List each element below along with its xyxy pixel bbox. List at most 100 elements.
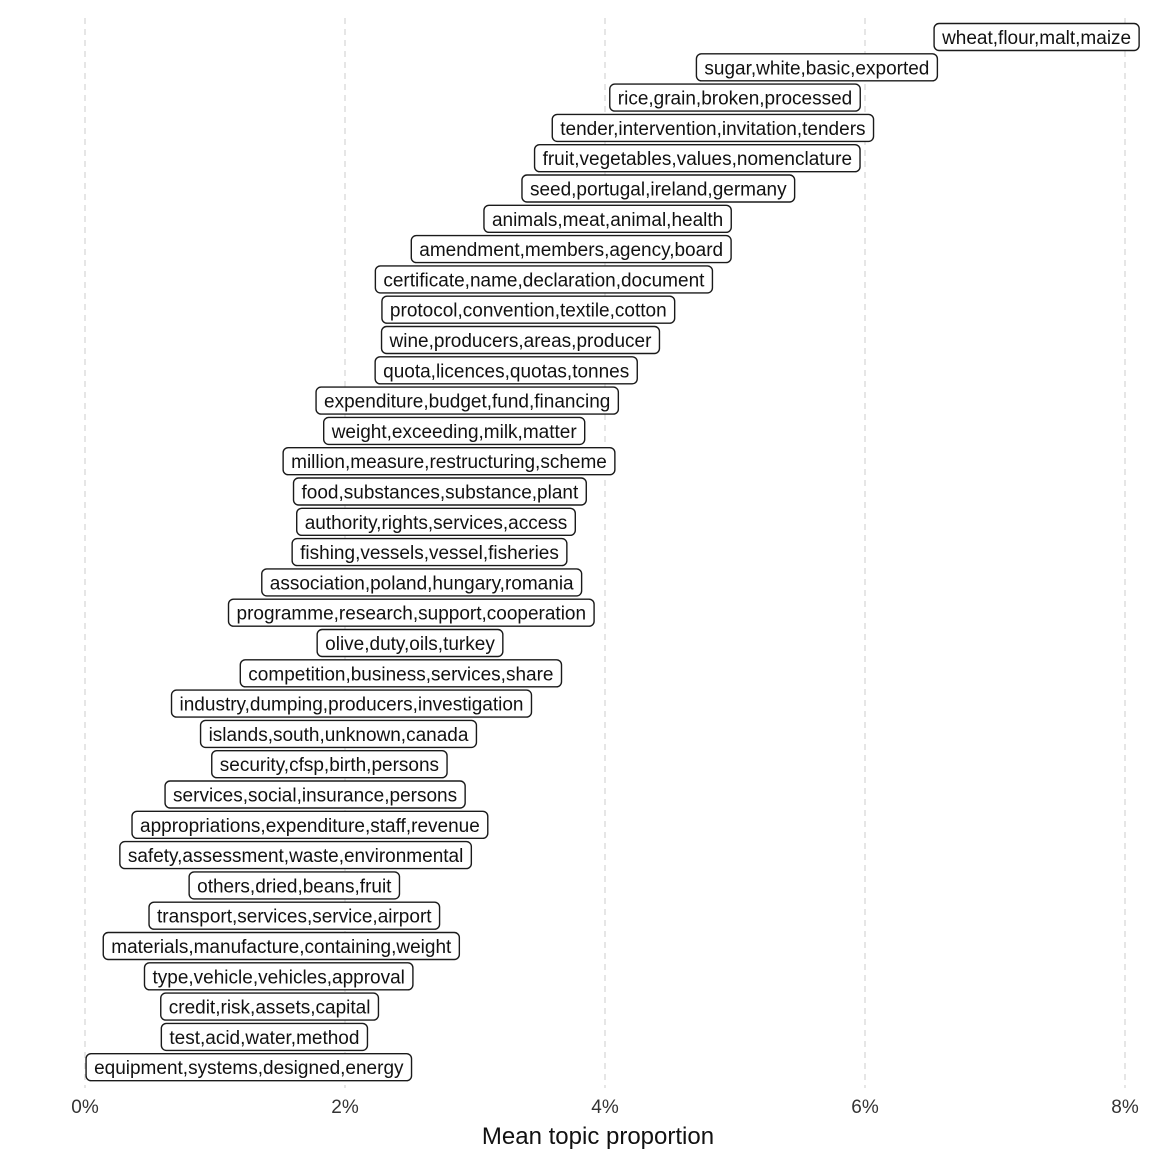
topic-label-box [199, 719, 478, 749]
topic-label-text: million,measure,restructuring,scheme [291, 452, 607, 473]
topic-label: materials,manufacture,containing,weight [102, 931, 461, 961]
topic-label-box [374, 356, 638, 385]
topic-label-box [933, 22, 1140, 52]
topic-label-box [102, 931, 461, 961]
topic-label-box [323, 416, 586, 446]
topic-label: test,acid,water,method [160, 1022, 369, 1052]
topic-label-text: authority,rights,services,access [305, 513, 568, 534]
topic-label-box [261, 568, 583, 597]
topic-label-box [160, 1022, 369, 1052]
x-axis-title: Mean topic proportion [482, 1123, 714, 1150]
topic-label-text: wheat,flour,malt,maize [941, 28, 1131, 49]
topic-label-text: competition,business,services,share [248, 664, 553, 685]
topic-label-box [296, 507, 576, 536]
topic-label: protocol,convention,textile,cotton [381, 295, 676, 324]
topic-label: animals,meat,animal,health [483, 204, 732, 234]
x-tick-label: 0% [71, 1097, 99, 1118]
topic-label-text: transport,services,service,airport [157, 907, 432, 928]
topic-labels: wheat,flour,malt,maize sugar,white,basic,… [85, 22, 1140, 1082]
topic-label-box [483, 204, 732, 234]
topic-label-text: others,dried,beans,fruit [197, 876, 392, 897]
topic-label-box [170, 689, 533, 718]
x-tick-label: 4% [591, 1097, 619, 1118]
topic-label-box [609, 83, 861, 112]
topic-label-box [148, 901, 441, 930]
topic-label-box [316, 628, 504, 658]
topic-label-box [695, 53, 939, 82]
topic-label: association,poland,hungary,romania [261, 568, 583, 597]
topic-label-box [227, 598, 595, 627]
topic-label: transport,services,service,airport [148, 901, 441, 930]
topic-label-text: services,social,insurance,persons [173, 786, 457, 807]
topic-label: certificate,name,declaration,document [374, 265, 714, 294]
topic-label-box [143, 962, 414, 991]
topic-label-box [521, 174, 796, 203]
topic-label-text: weight,exceeding,milk,matter [331, 422, 578, 443]
topic-label-text: food,substances,substance,plant [302, 483, 579, 504]
topic-label: appropriations,expenditure,staff,revenue [131, 810, 489, 839]
topic-label-box [292, 477, 587, 506]
topic-label-text: fruit,vegetables,values,nomenclature [543, 149, 852, 170]
topic-label: tender,intervention,invitation,tenders [551, 113, 875, 143]
topic-label-box [282, 447, 616, 476]
topic-label-box [119, 840, 473, 870]
topic-label-text: safety,assessment,waste,environmental [128, 846, 463, 867]
topic-label-box [211, 750, 448, 779]
topic-label: expenditure,budget,fund,financing [315, 386, 620, 415]
topic-label-text: test,acid,water,method [169, 1028, 359, 1049]
x-axis-ticks: 0% 2% 4% 6% 8% [71, 1097, 1139, 1118]
topic-label: quota,licences,quotas,tonnes [374, 356, 638, 385]
topic-label: credit,risk,assets,capital [160, 992, 380, 1021]
topic-label-box [239, 659, 563, 688]
topic-label: food,substances,substance,plant [292, 477, 587, 506]
topic-label: amendment,members,agency,board [410, 234, 732, 264]
topic-label-box [291, 537, 568, 567]
topic-label: olive,duty,oils,turkey [316, 628, 504, 658]
topic-label-box [188, 871, 401, 900]
topic-label-box [131, 810, 489, 839]
topic-label: sugar,white,basic,exported [695, 53, 939, 82]
topic-label-box [85, 1052, 413, 1082]
topic-label: competition,business,services,share [239, 659, 563, 688]
topic-label-text: protocol,convention,textile,cotton [390, 301, 667, 322]
topic-label-box [551, 113, 875, 143]
topic-label: wine,producers,areas,producer [380, 325, 661, 355]
topic-label-text: olive,duty,oils,turkey [325, 634, 495, 655]
topic-label-text: expenditure,budget,fund,financing [324, 392, 610, 413]
topic-label-text: credit,risk,assets,capital [169, 998, 371, 1019]
topic-label-text: equipment,systems,designed,energy [94, 1058, 404, 1079]
topic-label-text: seed,portugal,ireland,germany [530, 180, 787, 201]
topic-label-box [533, 143, 861, 173]
topic-label-text: materials,manufacture,containing,weight [111, 937, 452, 958]
topic-label-text: industry,dumping,producers,investigation [180, 695, 524, 716]
topic-label-box [410, 234, 732, 264]
topic-label-text: association,poland,hungary,romania [270, 573, 574, 594]
topic-label-box [160, 992, 380, 1021]
topic-label-text: islands,south,unknown,canada [209, 725, 469, 746]
topic-label-text: quota,licences,quotas,tonnes [383, 361, 629, 382]
x-tick-label: 6% [851, 1097, 879, 1118]
topic-label: safety,assessment,waste,environmental [119, 840, 473, 870]
x-tick-label: 8% [1111, 1097, 1139, 1118]
topic-label: million,measure,restructuring,scheme [282, 447, 616, 476]
topic-label-box [380, 325, 661, 355]
topic-label: equipment,systems,designed,energy [85, 1052, 413, 1082]
topic-label: others,dried,beans,fruit [188, 871, 401, 900]
topic-label-box [381, 295, 676, 324]
topic-label-text: wine,producers,areas,producer [389, 331, 653, 352]
topic-label-box [315, 386, 620, 415]
topic-label-text: amendment,members,agency,board [419, 240, 723, 261]
topic-label: islands,south,unknown,canada [199, 719, 478, 749]
topic-label-text: certificate,name,declaration,document [383, 270, 705, 291]
topic-label: services,social,insurance,persons [164, 780, 466, 809]
topic-label: industry,dumping,producers,investigation [170, 689, 533, 718]
x-tick-label: 2% [331, 1097, 359, 1118]
topic-label: security,cfsp,birth,persons [211, 750, 448, 779]
topic-label-text: security,cfsp,birth,persons [220, 755, 439, 776]
topic-label-text: appropriations,expenditure,staff,revenue [140, 816, 480, 837]
topic-label: type,vehicle,vehicles,approval [143, 962, 414, 991]
topic-label-text: programme,research,support,cooperation [237, 604, 587, 625]
topic-label-text: type,vehicle,vehicles,approval [152, 967, 404, 988]
topic-label: weight,exceeding,milk,matter [323, 416, 586, 446]
